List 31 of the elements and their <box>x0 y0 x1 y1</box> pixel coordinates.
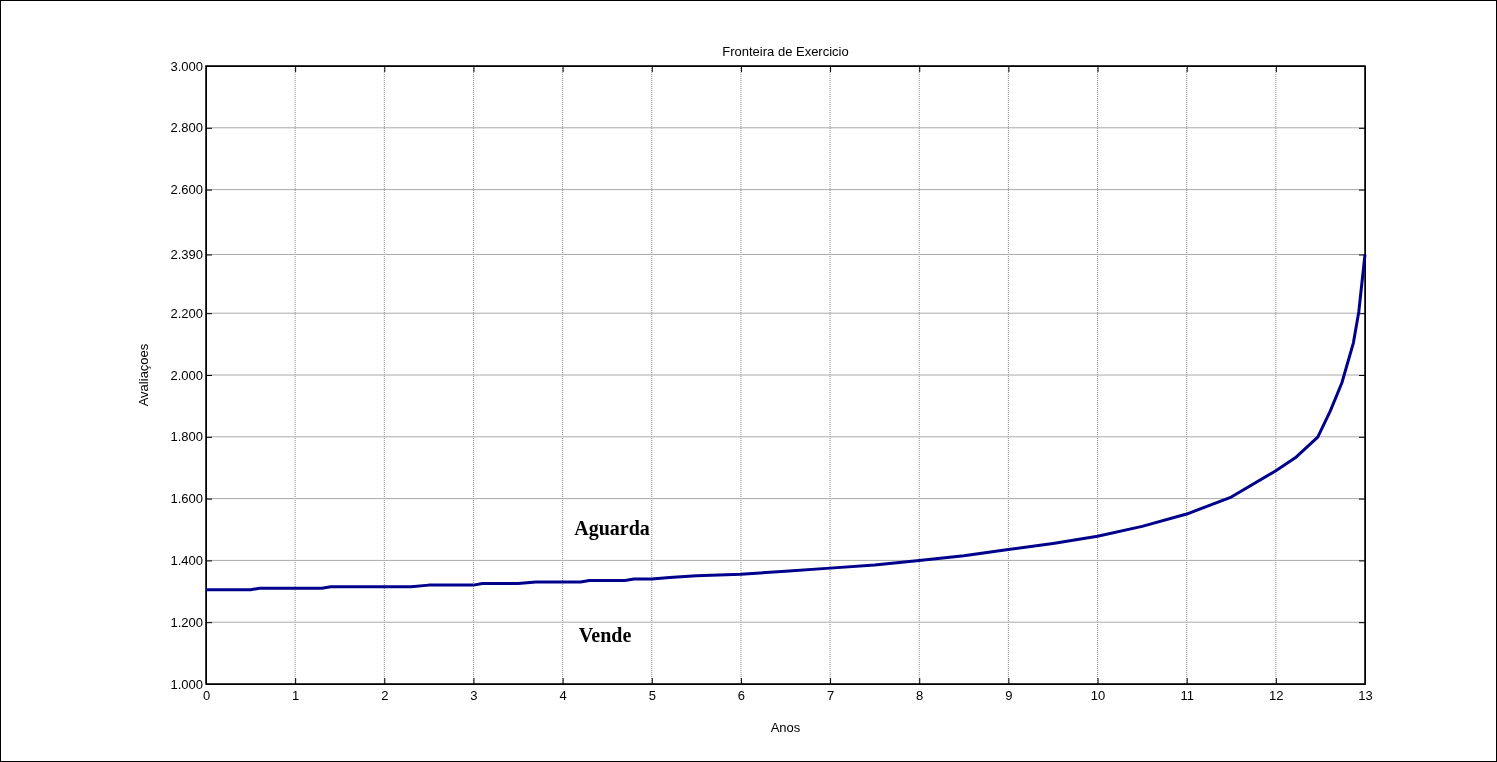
x-tick-label: 6 <box>737 688 746 703</box>
y-tick-label: 1.600 <box>170 491 203 507</box>
y-tick-label: 3.000 <box>170 58 203 74</box>
x-tick-label: 10 <box>1090 688 1106 703</box>
x-tick-label: 3 <box>470 688 478 703</box>
x-axis-title: Anos <box>770 720 801 735</box>
y-tick-label: 2.800 <box>170 120 203 136</box>
y-tick-label: 1.200 <box>170 614 203 630</box>
annotation: Aguarda <box>574 516 650 540</box>
y-tick-label: 2.000 <box>170 367 203 383</box>
y-tick-label: 1.000 <box>170 676 203 692</box>
x-tick-label: 13 <box>1358 688 1373 703</box>
x-tick-label: 2 <box>381 688 389 703</box>
x-tick-label: 1 <box>292 688 300 703</box>
x-tick-label: 0 <box>202 688 211 703</box>
x-tick-label: 8 <box>916 688 924 703</box>
x-tick-label: 12 <box>1269 688 1284 703</box>
x-tick-label: 9 <box>1005 688 1013 703</box>
annotation: Vende <box>578 623 632 646</box>
x-tick-label: 7 <box>826 688 835 703</box>
chart-title: Fronteira de Exercicio <box>722 44 849 59</box>
y-tick-label: 2.390 <box>170 247 203 263</box>
line-series <box>204 252 1367 592</box>
x-tick-label: 4 <box>559 688 567 703</box>
y-axis-title: Avaliaçoes <box>136 343 151 407</box>
y-tick-label: 1.400 <box>170 553 203 569</box>
y-tick-label: 1.800 <box>170 429 203 445</box>
x-tick-label: 11 <box>1180 688 1194 703</box>
y-tick-label: 2.200 <box>170 305 203 321</box>
y-tick-label: 2.600 <box>170 182 203 198</box>
x-tick-label: 5 <box>648 688 656 703</box>
